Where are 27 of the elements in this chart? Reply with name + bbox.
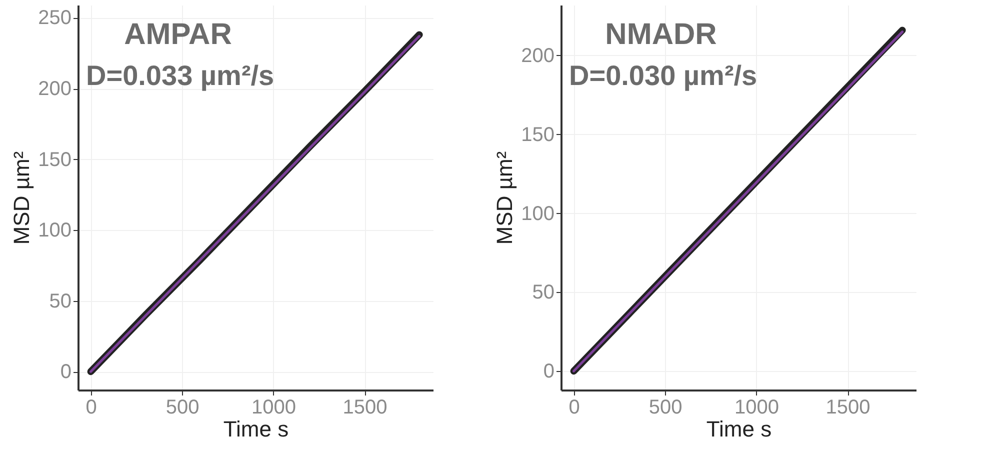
y-tick-label: 0 xyxy=(60,361,72,384)
y-tick-label: 50 xyxy=(532,282,554,304)
y-tick-label: 250 xyxy=(38,7,72,30)
x-tick-label: 1500 xyxy=(826,396,870,418)
x-tick-label: 500 xyxy=(166,396,200,418)
x-tick-label: 1500 xyxy=(342,396,388,418)
y-tick-label: 200 xyxy=(38,78,72,100)
x-axis-title: Time s xyxy=(223,416,289,442)
y-tick-label: 0 xyxy=(543,360,554,383)
chart-title: NMADR xyxy=(605,18,718,51)
y-axis-title: MSD µm² xyxy=(9,151,34,245)
x-tick-label: 1000 xyxy=(734,396,780,418)
y-tick-label: 50 xyxy=(49,290,72,312)
y-tick-label: 100 xyxy=(521,202,554,225)
x-axis-title: Time s xyxy=(706,416,772,442)
x-tick-label: 0 xyxy=(86,396,97,418)
y-tick-label: 150 xyxy=(38,148,72,171)
annotation: D=0.033 µm²/s xyxy=(86,60,274,91)
y-axis-title: MSD µm² xyxy=(492,151,518,245)
annotation: D=0.030 µm²/s xyxy=(569,60,758,91)
x-tick-label: 1000 xyxy=(252,396,296,418)
x-tick-label: 500 xyxy=(648,396,682,418)
chart-title: AMPAR xyxy=(124,18,232,51)
x-tick-label: 0 xyxy=(568,396,580,418)
y-tick-label: 200 xyxy=(521,44,554,67)
y-tick-label: 150 xyxy=(521,124,554,146)
y-tick-label: 100 xyxy=(38,220,72,242)
